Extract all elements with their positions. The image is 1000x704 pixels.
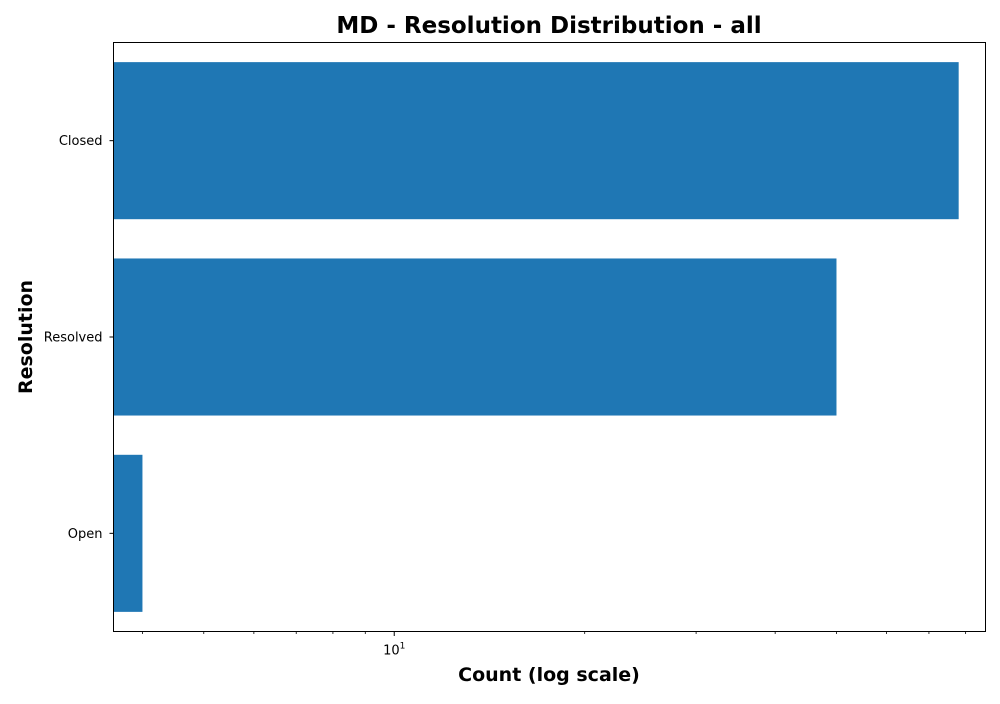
x-axis-label: Count (log scale): [458, 664, 640, 686]
plot-frame: [113, 42, 986, 632]
y-tick-label-resolved: Resolved: [44, 331, 103, 346]
y-ticks-group: Closed Resolved Open: [44, 134, 114, 542]
y-tick-label-closed: Closed: [59, 134, 103, 149]
bars-group: [113, 62, 959, 612]
x-ticks-group: 101: [142, 631, 967, 659]
bar-closed: [113, 62, 959, 220]
bar-open: [113, 454, 143, 612]
chart-title: MD - Resolution Distribution - all: [336, 13, 761, 39]
x-tick-label: 101: [383, 642, 405, 659]
y-axis-label: Resolution: [15, 280, 37, 394]
bar-resolved: [113, 258, 837, 416]
y-tick-label-open: Open: [68, 527, 103, 542]
